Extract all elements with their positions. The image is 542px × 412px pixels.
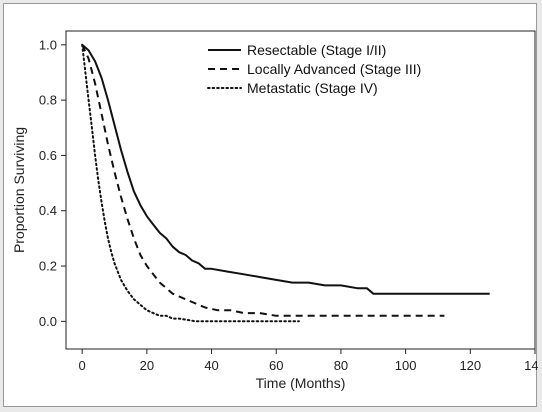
x-tick-label: 60 [269,358,283,373]
legend-label-3: Metastatic (Stage IV) [247,80,378,96]
legend-label-2: Locally Advanced (Stage III) [247,61,421,77]
survival-chart: 0 20 40 60 80 100 120 140 0.0 0.2 0.4 0.6 0.8 1.0 Res… [11,30,538,391]
x-tick-label: 100 [395,358,417,373]
x-tick-label: 140 [524,358,538,373]
legend-label-1: Resectable (Stage I/II) [247,42,386,58]
y-tick-label: 0.0 [39,314,57,329]
y-axis-label: Proportion Surviving [11,127,27,253]
series-line-1 [81,44,490,295]
y-tick-label: 0.4 [39,203,57,218]
series-line-3 [81,43,300,323]
x-axis-label: Time (Months) [256,375,346,391]
plot-area-border [65,30,536,350]
series-line-2 [81,44,445,317]
x-tick-label: 80 [334,358,348,373]
x-tick-label: 120 [459,358,481,373]
y-tick-label: 0.6 [39,148,57,163]
y-tick-label: 1.0 [39,37,57,52]
y-tick-label: 0.8 [39,93,57,108]
x-tick-label: 40 [204,358,218,373]
chart-frame: 0 20 40 60 80 100 120 140 0.0 0.2 0.4 0.6 0.8 1.0 Res… [3,3,538,407]
y-tick-label: 0.2 [39,259,57,274]
x-tick-label: 0 [79,358,86,373]
x-tick-label: 20 [140,358,154,373]
